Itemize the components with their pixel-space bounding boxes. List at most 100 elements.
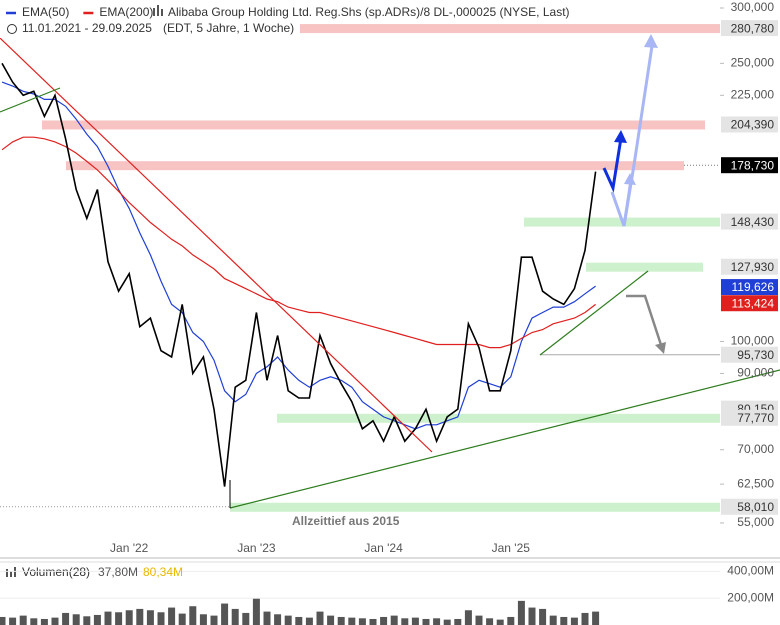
y-tick-label: 70,000 [737,442,774,456]
arrow [622,45,654,227]
legend-label: EMA(50) [22,5,69,19]
volume-bar [168,607,176,625]
level-label-box [721,157,778,174]
volume-bar [581,612,589,625]
x-tick-label: Jan '25 [492,541,531,555]
volume-title: Volumen(28) [22,565,90,579]
arrow [602,137,623,194]
level-label: 178,730 [731,158,775,172]
y-tick-label: 90,000 [737,366,774,380]
level-label: 77,770 [737,411,774,425]
level-label-box [721,295,778,312]
volume-bar [560,616,568,625]
header-bg [0,0,300,38]
arrow-head [644,34,658,48]
trend-line [0,37,433,453]
volume-bar [443,619,451,625]
y-tick-label: 400,00M [727,564,774,578]
volume-bar [539,608,547,625]
volume-bar [274,614,282,625]
level-label: 95,730 [737,348,774,362]
volume-bar [295,616,303,625]
x-tick-label: Jan '23 [237,541,276,555]
volume-bar [401,618,409,625]
level-band [42,120,705,130]
icon [6,569,8,577]
volume-bar [592,611,600,625]
volume-bar [369,618,377,625]
trend-line [539,270,649,356]
volume-bar [252,598,260,625]
volume-bar [327,615,335,625]
y-tick-label: 250,000 [731,56,775,70]
level-band [66,161,684,171]
chart-title: Alibaba Group Holding Ltd. Reg.Shs (sp.A… [168,5,570,19]
clock-icon [7,24,17,34]
level-label: 280,780 [731,21,775,35]
level-label: 148,430 [731,215,775,229]
volume-bar [0,616,6,625]
volume-bar [433,618,441,625]
level-band [300,24,720,34]
level-band [586,262,703,272]
volume-bar [125,610,133,625]
level-band [230,502,720,512]
volume-bar [51,617,59,625]
volume-bar [337,616,345,625]
volume-bar [358,618,366,625]
volume-bar [189,606,197,625]
volume-bar [9,617,17,625]
arrow-head [614,130,627,143]
volume-bar [136,608,144,625]
icon [10,571,12,577]
volume-bar [316,611,324,625]
volume-bar [157,612,165,625]
arrow [626,294,664,349]
date-range: 11.01.2021 - 29.09.2025 [22,21,152,35]
volume-bar [19,615,27,625]
annotation: Allzeittief aus 2015 [292,514,400,528]
x-tick-label: Jan '22 [110,541,149,555]
level-label-box [721,409,778,426]
volume-bar [496,619,504,625]
x-tick-label: Jan '24 [364,541,403,555]
volume-reading: 37,80M [98,565,138,579]
volume-bar [549,615,557,625]
volume-bar [284,615,292,625]
volume-bar [454,618,462,625]
period-note: (EDT, 5 Jahre, 1 Woche) [163,21,294,35]
level-label-box [721,279,778,296]
volume-bar [178,613,186,625]
volume-bar [83,616,91,625]
bands [0,24,720,512]
y-tick-label: 225,000 [731,87,775,101]
volume-bar [221,603,229,625]
volume-bar [422,618,430,625]
icon [153,8,155,16]
volume-bar [146,610,154,625]
volume-bar [528,607,536,625]
volume-bar [115,612,123,625]
y-tick-label: 200,00M [727,590,774,604]
level-label-box [721,346,778,363]
price-line [1,62,597,487]
level-label-box [721,258,778,275]
level-label: 127,930 [731,260,775,274]
ema-line [1,136,596,349]
volume-reading: 80,34M [143,565,183,579]
volume-bar [305,617,313,625]
volume-bar [411,617,419,625]
level-band [277,413,720,423]
y-tick-label: 55,000 [737,515,774,529]
trend-line [229,369,780,509]
icon [161,9,163,16]
volume-bar [93,614,101,625]
ema-line [1,81,596,430]
legend-label: EMA(200) [99,5,153,19]
volume-bar [210,615,218,625]
volume-bar [242,612,250,625]
level-label: 113,424 [732,296,775,310]
volume-bar [40,618,48,625]
y-tick-label: 300,000 [731,0,775,14]
